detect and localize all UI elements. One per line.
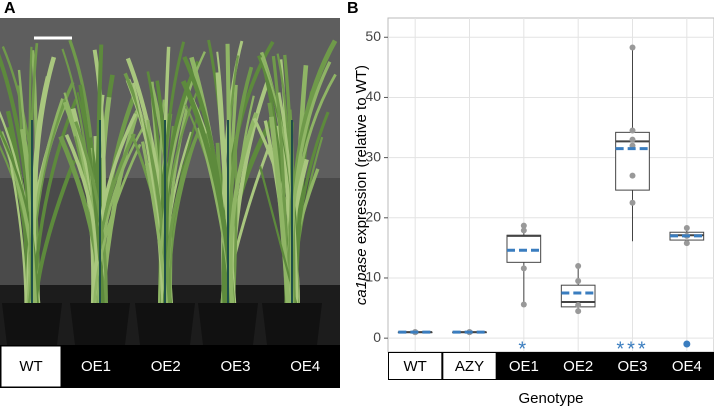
x-tick-label: OE1 — [509, 358, 539, 375]
photo-label: OE2 — [151, 358, 181, 375]
leaf — [0, 128, 39, 306]
pot — [135, 303, 195, 345]
x-tick-label: OE2 — [563, 358, 593, 375]
y-tick-label: 30 — [365, 148, 381, 164]
photo-label: OE3 — [220, 358, 250, 375]
leaf — [92, 143, 142, 306]
point — [629, 199, 636, 206]
significance: *** — [616, 338, 648, 360]
y-tick-label: 50 — [365, 28, 381, 44]
point — [575, 262, 582, 269]
photo-label: OE1 — [81, 358, 111, 375]
plot-background — [387, 17, 714, 353]
pot — [70, 303, 130, 345]
point — [520, 265, 527, 272]
x-label-box — [442, 352, 497, 380]
leaf — [132, 82, 164, 306]
point — [520, 301, 527, 308]
x-tick-label: OE4 — [672, 358, 702, 375]
y-tick-label: 40 — [365, 88, 381, 104]
photo-label: OE4 — [290, 358, 320, 375]
point — [629, 44, 636, 51]
significance: * — [518, 338, 529, 360]
photo-label: WT — [19, 358, 42, 375]
point — [520, 227, 527, 234]
point — [575, 308, 582, 315]
x-axis-label: Genotype — [518, 390, 583, 407]
y-tick-label: 10 — [365, 269, 381, 285]
leaf — [165, 126, 202, 306]
y-tick-label: 0 — [373, 329, 381, 345]
box — [506, 234, 542, 263]
y-axis-label-italic: ca1pase — [353, 248, 370, 305]
leaf — [268, 116, 291, 306]
point — [629, 142, 636, 149]
marker-dot — [683, 340, 691, 348]
point — [575, 302, 582, 309]
point — [629, 172, 636, 179]
point — [683, 225, 690, 232]
photo-label-box — [0, 345, 62, 388]
point — [629, 136, 636, 143]
x-label-box — [497, 352, 552, 380]
x-tick-label: OE3 — [617, 358, 647, 375]
x-label-box — [605, 352, 661, 380]
pot — [2, 303, 62, 345]
x-tick-label: WT — [404, 358, 427, 375]
point — [575, 277, 582, 284]
pot — [262, 303, 322, 345]
plant-photo — [0, 18, 340, 345]
leaf — [17, 69, 38, 306]
x-label-box — [551, 352, 606, 380]
point — [520, 222, 527, 229]
x-tick-label: AZY — [455, 358, 484, 375]
x-label-box — [388, 352, 443, 380]
leaf — [6, 147, 27, 306]
panel-label: B — [347, 0, 359, 17]
leaf — [228, 112, 259, 306]
y-axis-label: ca1pase expression (relative to WT) — [353, 65, 370, 305]
leaf — [28, 46, 33, 306]
y-tick-label: 20 — [365, 209, 381, 225]
x-label-box — [660, 352, 714, 380]
point — [629, 127, 636, 134]
pot — [198, 303, 258, 345]
y-axis-label-rest: expression (relative to WT) — [353, 65, 370, 244]
point — [683, 240, 690, 247]
panel-label: A — [4, 0, 16, 17]
